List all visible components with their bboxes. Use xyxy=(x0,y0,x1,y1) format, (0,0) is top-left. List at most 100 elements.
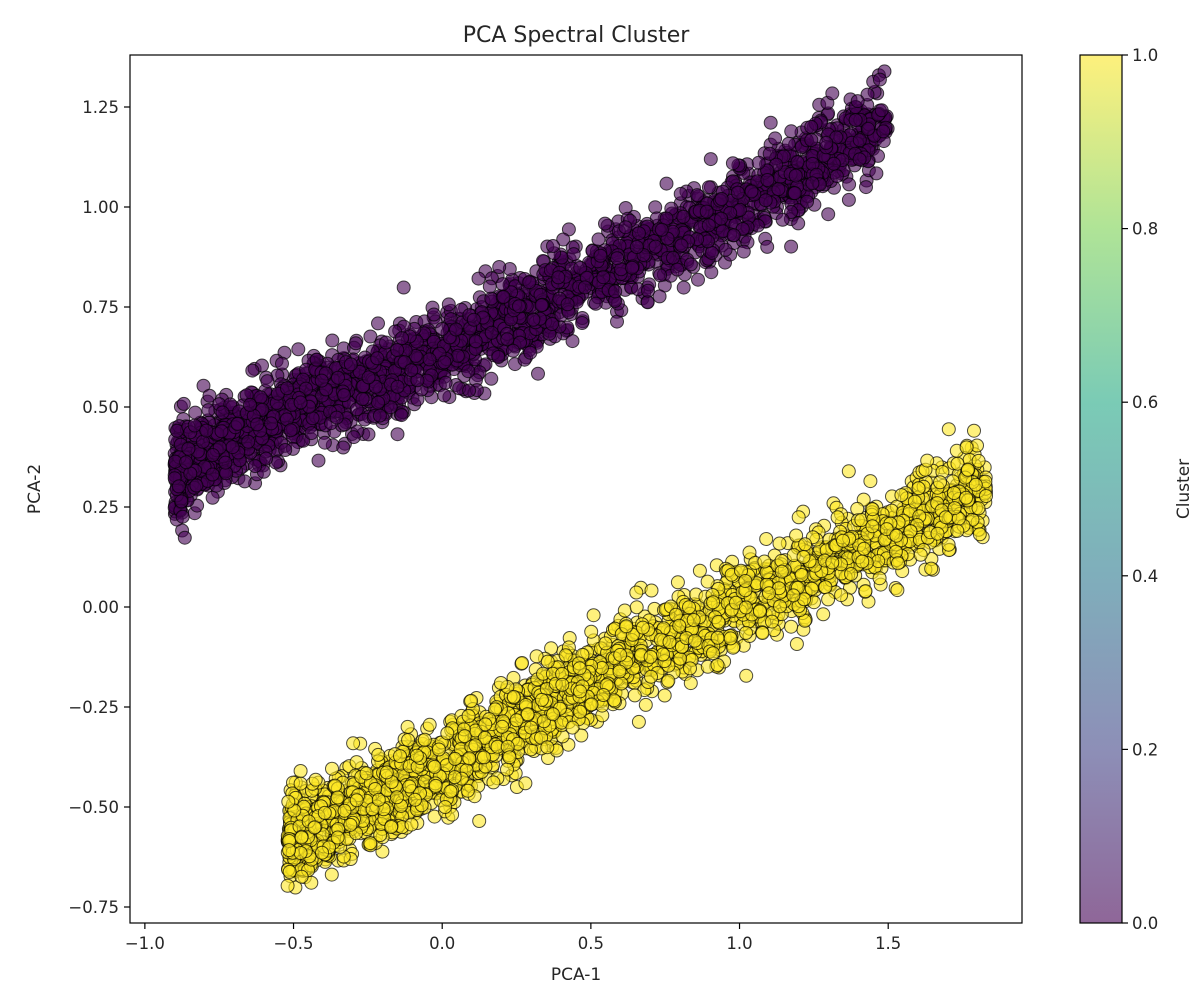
scatter-point xyxy=(800,194,814,209)
scatter-point xyxy=(437,388,452,403)
scatter-point xyxy=(825,86,840,101)
scatter-point xyxy=(682,600,696,615)
scatter-point xyxy=(971,453,986,468)
scatter-point xyxy=(355,392,370,406)
scatter-point xyxy=(683,676,698,691)
scatter-point xyxy=(591,232,606,247)
scatter-point xyxy=(789,637,804,651)
scatter-point xyxy=(225,440,240,455)
scatter-point xyxy=(659,176,674,191)
scatter-point xyxy=(309,352,324,367)
scatter-point xyxy=(311,453,326,468)
scatter-point xyxy=(638,697,653,712)
scatter-point xyxy=(325,761,339,776)
scatter-point xyxy=(834,588,849,603)
scatter-point xyxy=(314,373,329,388)
scatter-point xyxy=(359,766,374,781)
scatter-point xyxy=(336,440,351,455)
scatter-point xyxy=(700,574,715,589)
scatter-point xyxy=(275,356,289,371)
scatter-point xyxy=(241,434,256,449)
scatter-point xyxy=(691,272,705,287)
scatter-point xyxy=(673,651,688,666)
scatter-point xyxy=(531,366,545,381)
scatter-point xyxy=(804,119,819,134)
scatter-point xyxy=(278,443,293,457)
scatter-point xyxy=(791,510,806,525)
scatter-point xyxy=(495,277,510,292)
scatter-point xyxy=(346,736,361,751)
scatter-point xyxy=(484,371,499,386)
scatter-point xyxy=(631,714,646,729)
scatter-point xyxy=(699,204,714,219)
scatter-point xyxy=(872,571,887,586)
scatter-point xyxy=(181,441,196,456)
scatter-point xyxy=(280,878,295,893)
scatter-point xyxy=(245,363,260,378)
chart-title: PCA Spectral Cluster xyxy=(463,23,691,48)
scatter-point xyxy=(304,426,319,441)
scatter-point xyxy=(714,192,729,206)
cluster-0-points xyxy=(167,64,895,545)
scatter-point xyxy=(683,661,697,676)
scatter-point xyxy=(625,260,640,275)
scatter-point xyxy=(653,268,668,283)
scatter-point xyxy=(466,312,481,327)
scatter-point xyxy=(371,395,385,410)
scatter-point xyxy=(596,688,611,702)
scatter-point xyxy=(524,720,539,735)
scatter-point xyxy=(788,168,803,183)
scatter-point xyxy=(618,220,633,235)
scatter-point xyxy=(863,474,878,489)
scatter-point xyxy=(584,624,599,639)
scatter-point xyxy=(855,554,870,569)
scatter-point xyxy=(775,212,790,227)
scatter-point xyxy=(205,467,220,482)
scatter-point xyxy=(673,186,688,201)
scatter-point xyxy=(343,357,358,372)
scatter-point xyxy=(723,631,738,646)
scatter-point xyxy=(730,185,745,200)
scatter-point xyxy=(763,115,778,130)
scatter-point xyxy=(518,776,533,791)
scatter-point xyxy=(280,381,294,396)
scatter-point xyxy=(371,316,385,331)
scatter-point xyxy=(662,635,677,649)
scatter-point xyxy=(370,351,385,366)
scatter-point xyxy=(482,279,497,294)
scatter-point xyxy=(558,648,573,663)
scatter-point xyxy=(496,289,511,304)
scatter-point xyxy=(540,654,555,669)
scatter-point xyxy=(819,135,834,150)
scatter-point xyxy=(959,440,974,455)
scatter-point xyxy=(379,335,393,350)
scatter-point xyxy=(565,334,580,349)
scatter-point xyxy=(293,764,308,778)
scatter-point xyxy=(850,94,865,109)
scatter-point xyxy=(760,239,775,254)
scatter-point xyxy=(404,817,419,832)
scatter-point xyxy=(852,152,867,167)
scatter-point xyxy=(437,355,452,370)
scatter-point xyxy=(546,239,560,253)
scatter-point xyxy=(588,296,603,311)
scatter-point xyxy=(394,408,409,423)
scatter-point xyxy=(644,583,659,598)
scatter-point xyxy=(744,184,759,199)
scatter-point xyxy=(674,238,689,253)
scatter-point xyxy=(614,676,629,691)
scatter-point xyxy=(477,750,491,765)
scatter-point xyxy=(471,271,486,286)
scatter-point xyxy=(759,532,774,546)
scatter-point xyxy=(890,583,905,598)
scatter-point xyxy=(768,131,783,146)
scatter-point xyxy=(874,103,889,118)
scatter-point xyxy=(199,423,214,438)
scatter-point xyxy=(179,455,194,470)
scatter-point xyxy=(325,333,340,348)
scatter-point xyxy=(787,186,802,201)
scatter-point xyxy=(924,561,939,576)
scatter-point xyxy=(791,216,806,231)
